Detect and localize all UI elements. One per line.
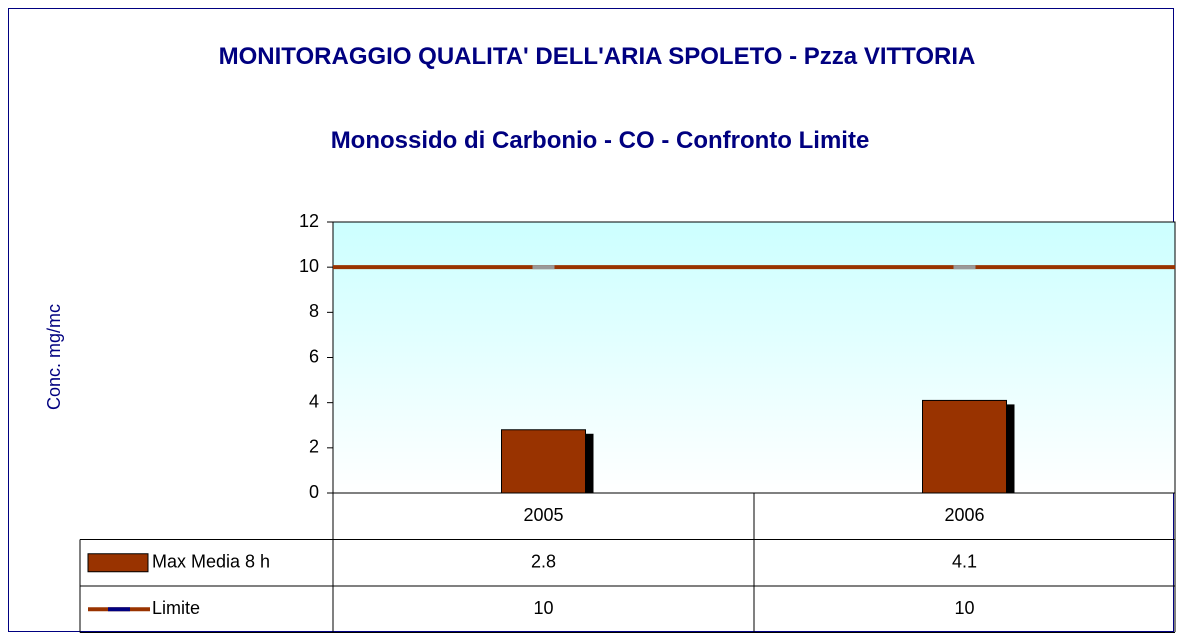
y-tick-label: 10: [299, 256, 319, 276]
y-tick-label: 0: [309, 482, 319, 502]
table-value: 10: [533, 598, 553, 618]
y-tick-label: 2: [309, 437, 319, 457]
bar: [501, 429, 586, 494]
legend-key-marker: [108, 607, 130, 612]
bar: [922, 399, 1007, 494]
table-value: 10: [954, 598, 974, 618]
legend-label: Limite: [152, 598, 200, 618]
y-tick-label: 12: [299, 211, 319, 231]
line-marker: [532, 265, 555, 270]
plot-area: [332, 221, 1176, 494]
y-tick-label: 6: [309, 346, 319, 366]
legend-label: Max Media 8 h: [152, 552, 270, 572]
table-value: 2.8: [531, 552, 556, 572]
y-tick-label: 4: [309, 391, 319, 411]
line-marker: [953, 265, 976, 270]
y-axis-label: Conc. mg/mc: [44, 304, 64, 410]
x-tick-label: 2005: [523, 505, 563, 525]
chart-subtitle: Monossido di Carbonio - CO - Confronto L…: [330, 127, 870, 154]
chart-title: MONITORAGGIO QUALITA' DELL'ARIA SPOLETO …: [218, 43, 976, 70]
y-tick-label: 8: [309, 301, 319, 321]
x-tick-label: 2006: [944, 505, 984, 525]
legend-key: [87, 553, 149, 573]
table-value: 4.1: [952, 552, 977, 572]
